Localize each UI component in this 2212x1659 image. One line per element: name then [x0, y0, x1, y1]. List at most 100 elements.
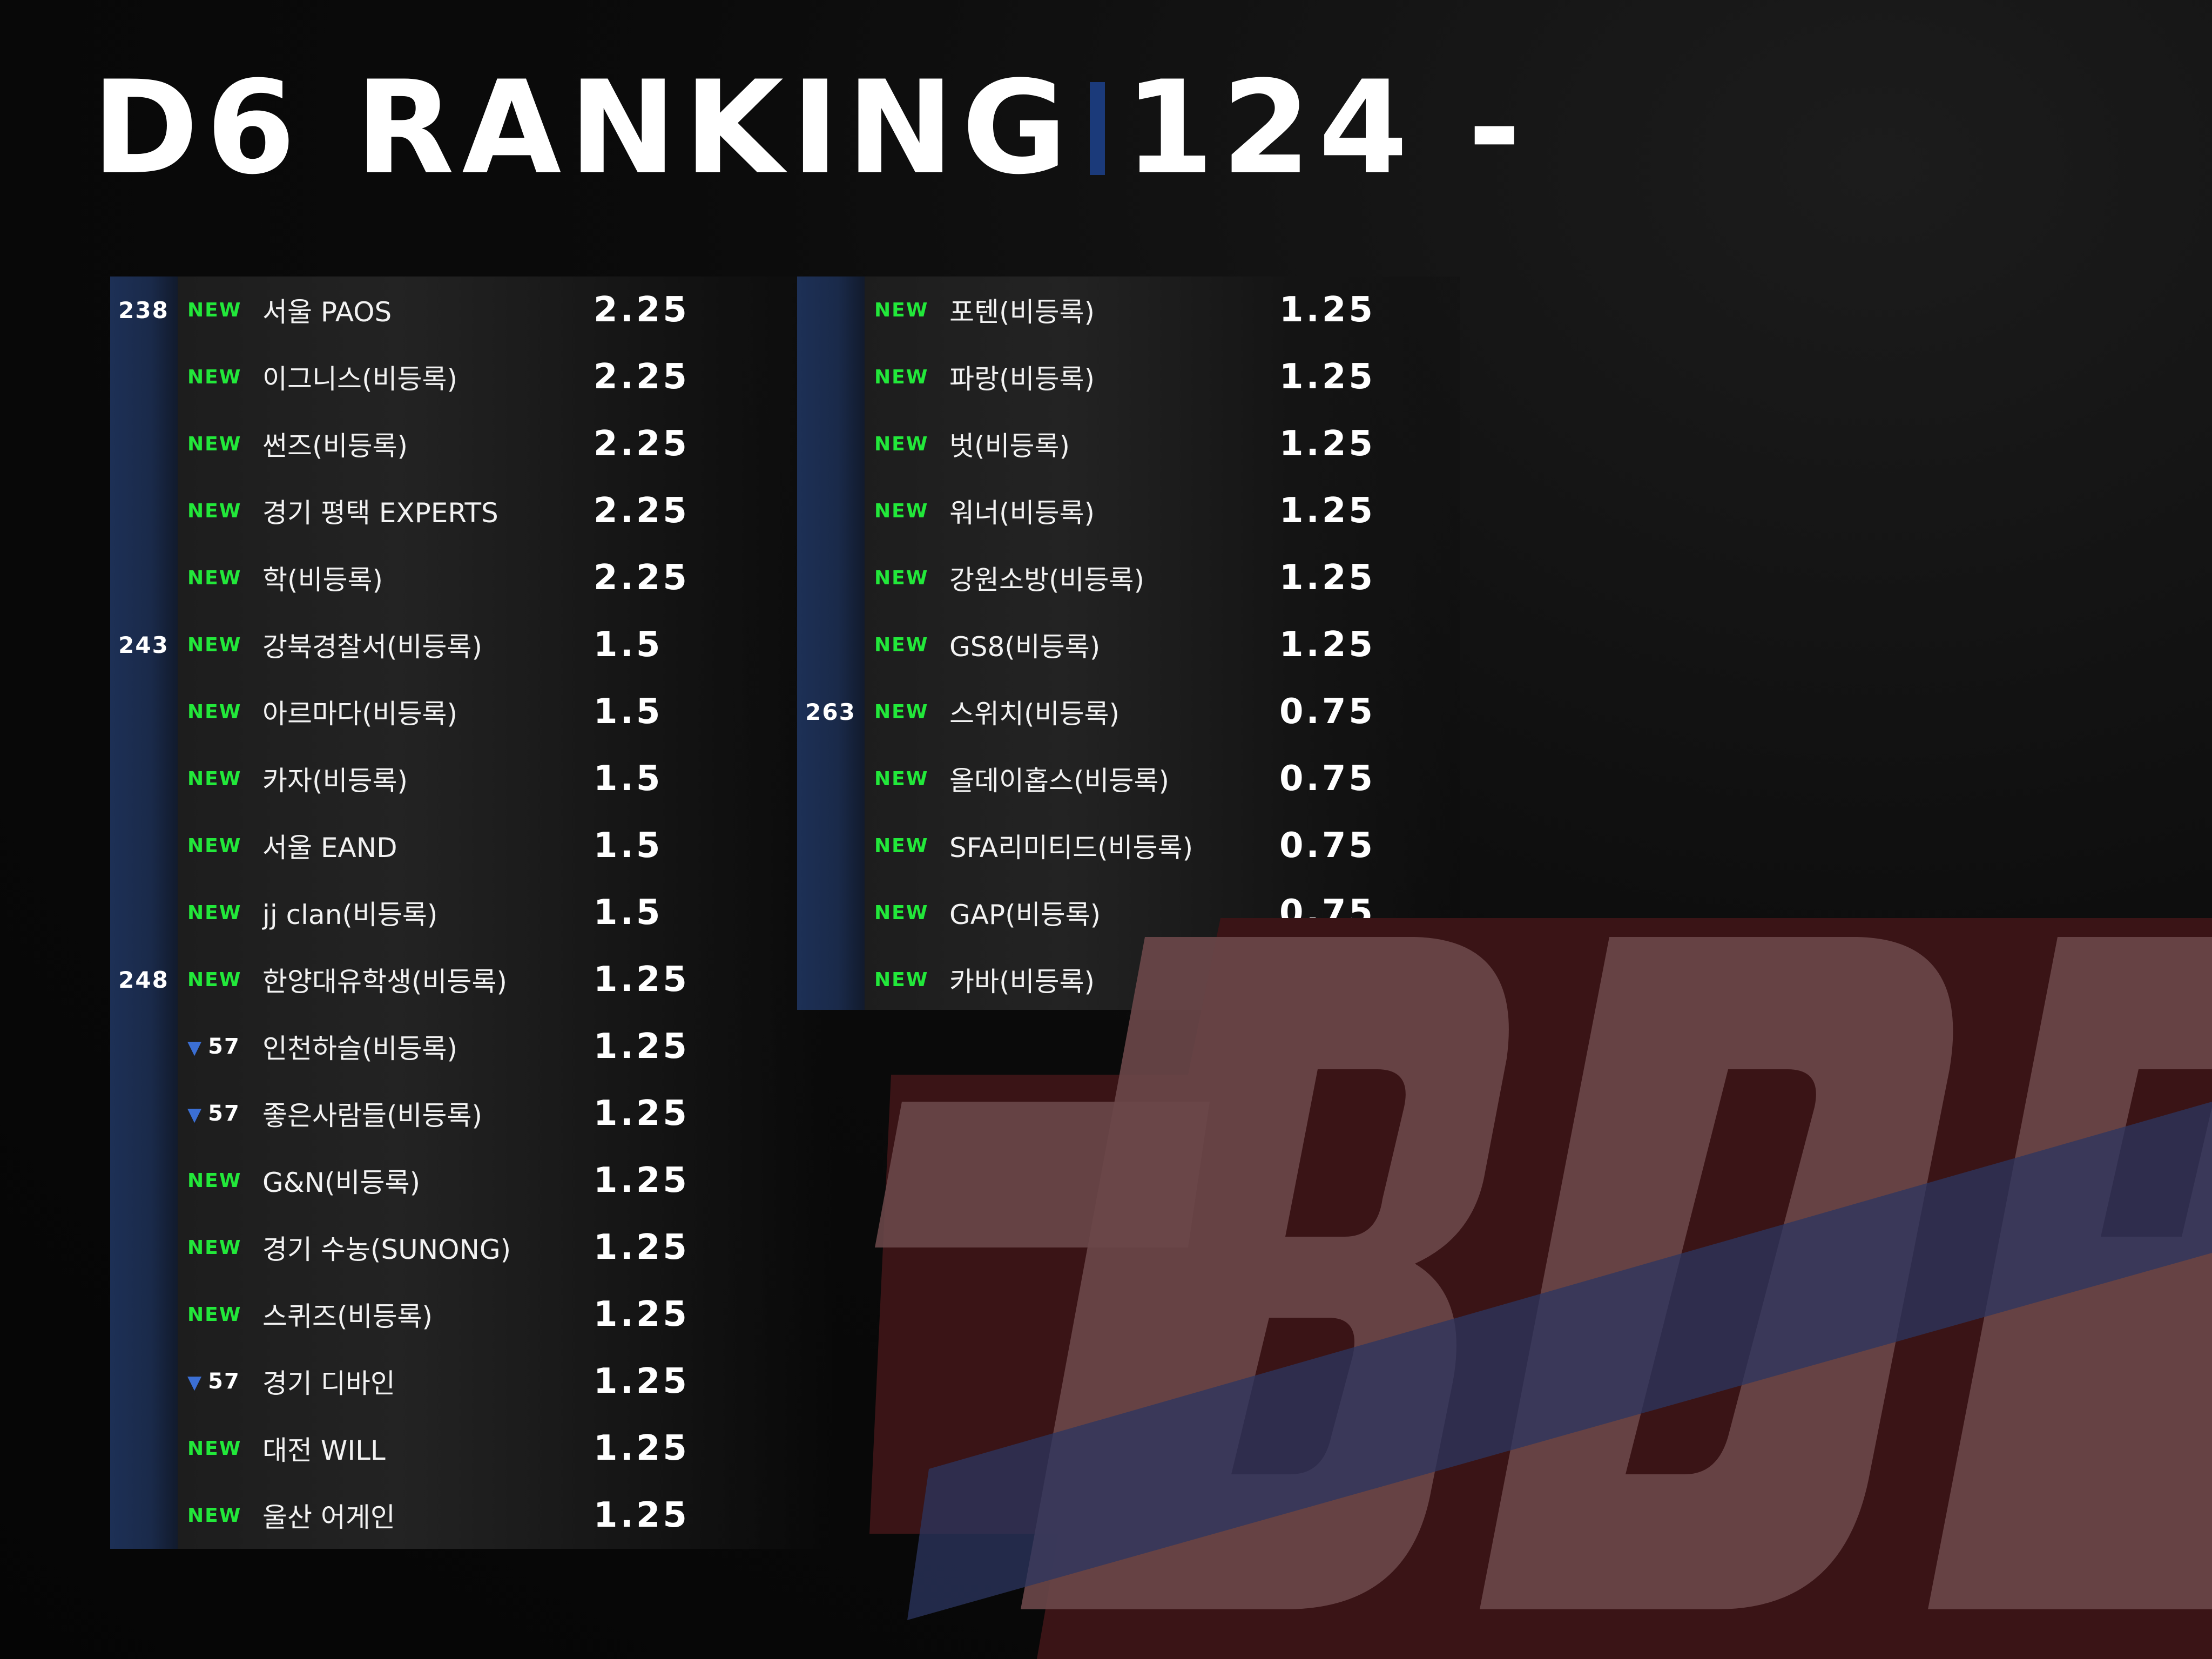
new-badge: NEW [187, 834, 242, 857]
table-row: ▼ 57 경기 디바인 1.25 [110, 1348, 832, 1415]
rank-number: 248 [118, 966, 169, 993]
team-score: 1.25 [1279, 558, 1375, 598]
logo-outline [869, 918, 2212, 1659]
table-row: 248 NEW 한양대유학생(비등록) 1.25 [110, 946, 832, 1013]
team-name: 스퀴즈(비등록) [262, 1301, 433, 1332]
table-row: NEW 아르마다(비등록) 1.5 [110, 678, 832, 745]
title-range: 124 - [1124, 53, 1529, 203]
table-row: NEW 강원소방(비등록) 1.25 [797, 544, 1460, 611]
table-row: NEW 카자(비등록) 1.5 [110, 745, 832, 812]
team-name: 경기 수농(SUNONG) [262, 1234, 511, 1265]
new-badge: NEW [874, 433, 929, 455]
team-score: 2.25 [594, 491, 690, 531]
new-badge: NEW [187, 901, 242, 924]
team-name: 강원소방(비등록) [949, 564, 1145, 596]
rank-change: ▼ 57 [187, 1101, 240, 1126]
table-row: NEW 카바(비등록) 0.75 [797, 946, 1460, 1013]
new-badge: NEW [187, 1169, 242, 1192]
team-name: GAP(비등록) [949, 899, 1101, 930]
new-badge: NEW [187, 633, 242, 656]
new-badge: NEW [187, 299, 242, 321]
new-badge: NEW [874, 901, 929, 924]
ranking-table-right: NEW 포텐(비등록) 1.25 NEW 파랑(비등록) 1.25 NEW 벗(비등록) 1.2… [797, 276, 1460, 1010]
team-score: 1.25 [1279, 290, 1375, 330]
logo-letter-d [1480, 937, 1953, 1609]
table-row: NEW 울산 어게인 1.25 [110, 1482, 832, 1549]
team-name: 워너(비등록) [949, 497, 1095, 529]
table-row: NEW 스퀴즈(비등록) 1.25 [110, 1281, 832, 1348]
table-row: NEW 경기 평택 EXPERTS 2.25 [110, 477, 832, 544]
table-row: NEW GAP(비등록) 0.75 [797, 879, 1460, 946]
table-row: NEW GS8(비등록) 1.25 [797, 611, 1460, 678]
rank-change: ▼ 57 [187, 1369, 240, 1394]
table-row: ▼ 57 좋은사람들(비등록) 1.25 [110, 1080, 832, 1147]
team-name: 올데이홉스(비등록) [949, 765, 1170, 797]
team-score: 1.25 [594, 1428, 690, 1468]
bdr-logo-shapes [869, 918, 2212, 1659]
team-name: 서울 EAND [262, 832, 397, 864]
table-row: ▼ 57 인천하슬(비등록) 1.25 [110, 1013, 832, 1080]
team-score: 1.5 [594, 826, 663, 866]
new-badge: NEW [187, 1437, 242, 1460]
team-name: 한양대유학생(비등록) [262, 966, 508, 997]
table-row: NEW 경기 수농(SUNONG) 1.25 [110, 1214, 832, 1281]
team-name: SFA리미티드(비등록) [949, 832, 1193, 864]
team-score: 1.25 [594, 1495, 690, 1535]
new-badge: NEW [187, 968, 242, 991]
rank-number: 243 [118, 631, 169, 658]
team-name: 카바(비등록) [949, 966, 1095, 997]
table-row: NEW 학(비등록) 2.25 [110, 544, 832, 611]
table-row: NEW 파랑(비등록) 1.25 [797, 343, 1460, 410]
table-row: NEW 벗(비등록) 1.25 [797, 410, 1460, 477]
new-badge: NEW [187, 767, 242, 790]
table-row: NEW 올데이홉스(비등록) 0.75 [797, 745, 1460, 812]
new-badge: NEW [874, 968, 929, 991]
rank-column [110, 276, 178, 1549]
team-score: 1.5 [594, 692, 663, 732]
down-arrow-icon: ▼ [187, 1104, 203, 1125]
ranking-table-left: 238 NEW 서울 PAOS 2.25 NEW 이그니스(비등록) 2.25 NEW 썬즈(비… [110, 276, 832, 1549]
page-title: D6 RANKING 124 - [92, 64, 1529, 193]
new-badge: NEW [187, 433, 242, 455]
table-row: NEW 대전 WILL 1.25 [110, 1415, 832, 1482]
title-divider [1090, 82, 1105, 175]
new-badge: NEW [874, 366, 929, 388]
team-score: 0.75 [1279, 759, 1375, 799]
rank-change: ▼ 57 [187, 1034, 240, 1059]
new-badge: NEW [187, 567, 242, 589]
rank-change-value: 57 [208, 1034, 240, 1059]
team-name: 학(비등록) [262, 564, 383, 596]
new-badge: NEW [187, 1504, 242, 1527]
new-badge: NEW [874, 700, 929, 723]
title-main: D6 RANKING [92, 53, 1075, 203]
rank-change-value: 57 [208, 1101, 240, 1126]
new-badge: NEW [874, 834, 929, 857]
new-badge: NEW [874, 767, 929, 790]
team-score: 1.25 [1279, 491, 1375, 531]
team-score: 0.75 [1279, 893, 1375, 933]
table-row: NEW jj clan(비등록) 1.5 [110, 879, 832, 946]
team-name: 대전 WILL [262, 1435, 386, 1466]
team-name: 포텐(비등록) [949, 296, 1095, 328]
team-name: 서울 PAOS [262, 296, 392, 328]
team-score: 1.25 [594, 1027, 690, 1067]
team-score: 2.25 [594, 357, 690, 397]
rank-column [797, 276, 865, 1010]
table-row: NEW 워너(비등록) 1.25 [797, 477, 1460, 544]
team-name: 아르마다(비등록) [262, 698, 458, 730]
table-row: 243 NEW 강북경찰서(비등록) 1.5 [110, 611, 832, 678]
team-score: 1.25 [594, 1228, 690, 1267]
logo-letter-r [1928, 937, 2212, 1609]
table-row: NEW 썬즈(비등록) 2.25 [110, 410, 832, 477]
team-name: GS8(비등록) [949, 631, 1101, 663]
team-score: 1.25 [1279, 424, 1375, 464]
table-row: 238 NEW 서울 PAOS 2.25 [110, 276, 832, 343]
team-score: 0.75 [1279, 960, 1375, 1000]
table-row: NEW SFA리미티드(비등록) 0.75 [797, 812, 1460, 879]
team-score: 0.75 [1279, 692, 1375, 732]
logo-stripe [907, 1102, 2212, 1620]
new-badge: NEW [187, 1236, 242, 1259]
new-badge: NEW [874, 500, 929, 522]
team-name: 강북경찰서(비등록) [262, 631, 483, 663]
team-score: 1.25 [594, 1094, 690, 1134]
